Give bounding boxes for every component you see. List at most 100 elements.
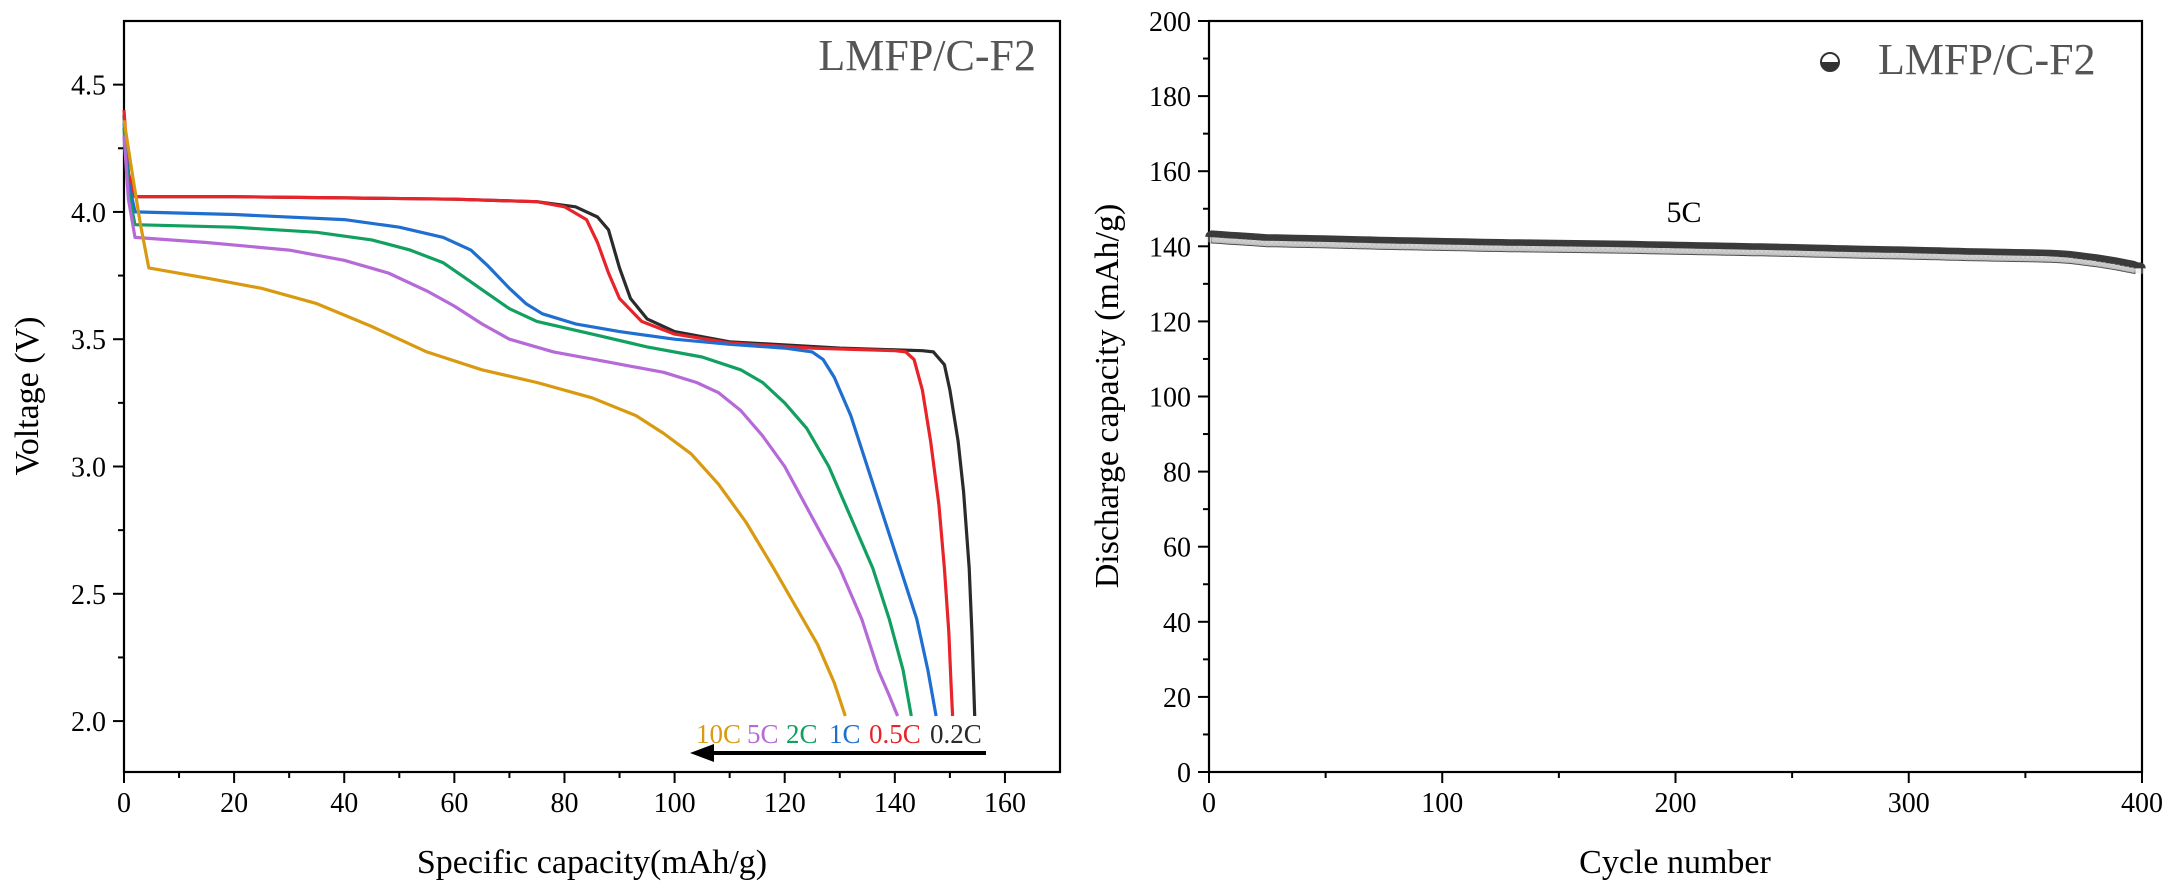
data-point-lower bbox=[1751, 249, 1764, 256]
data-point-lower bbox=[1839, 251, 1852, 258]
data-point-lower bbox=[1625, 247, 1638, 254]
data-point-lower bbox=[1489, 245, 1502, 252]
data-point-lower bbox=[1877, 252, 1890, 259]
data-point-lower bbox=[1331, 242, 1344, 249]
data-point-lower bbox=[1238, 239, 1250, 246]
data-point-lower bbox=[2007, 255, 2020, 262]
data-point-lower bbox=[1559, 246, 1572, 253]
data-point-lower bbox=[1900, 253, 1913, 259]
data-point-lower bbox=[1363, 242, 1376, 249]
data-point-lower bbox=[1956, 254, 1969, 261]
data-point-lower bbox=[1214, 237, 1227, 244]
curve-0.5C bbox=[122, 109, 955, 717]
data-point-lower bbox=[2096, 261, 2109, 268]
data-point-lower bbox=[2115, 264, 2127, 271]
left-x-tick-label: 60 bbox=[440, 788, 468, 819]
data-point-lower bbox=[1224, 238, 1236, 245]
data-point-lower bbox=[1443, 244, 1456, 251]
data-point-lower bbox=[2068, 257, 2081, 264]
data-point-lower bbox=[1256, 240, 1269, 247]
right-y-tick-label: 20 bbox=[1163, 683, 1191, 714]
data-point-lower bbox=[1317, 241, 1330, 248]
data-point-lower bbox=[1905, 253, 1918, 260]
data-point-lower bbox=[1466, 245, 1479, 252]
data-point-lower bbox=[1643, 247, 1656, 254]
data-point-lower bbox=[1690, 248, 1703, 255]
data-point-lower bbox=[1853, 252, 1866, 259]
left-x-tick-label: 100 bbox=[654, 788, 696, 819]
data-point-lower bbox=[1895, 252, 1908, 259]
left-y-tick-label: 3.0 bbox=[71, 453, 106, 484]
data-point-lower bbox=[1984, 255, 1997, 261]
left-y-axis-label: Voltage (V) bbox=[9, 317, 46, 476]
data-point-lower bbox=[1345, 242, 1358, 249]
data-point-lower bbox=[1639, 247, 1652, 254]
data-point-lower bbox=[1368, 243, 1381, 250]
data-point-lower bbox=[2045, 256, 2057, 263]
left-x-tick-label: 80 bbox=[550, 788, 578, 819]
data-point-lower bbox=[1662, 248, 1675, 255]
data-point-lower bbox=[1816, 251, 1829, 258]
data-point-lower bbox=[1937, 254, 1950, 260]
data-point-lower bbox=[1242, 239, 1255, 246]
data-point-lower bbox=[1769, 250, 1782, 257]
left-x-axis-label: Specific capacity(mAh/g) bbox=[417, 844, 767, 881]
data-point-lower bbox=[1737, 249, 1750, 256]
data-point-lower bbox=[2087, 260, 2099, 267]
left-y-tick-label: 2.5 bbox=[71, 580, 106, 611]
data-point-lower bbox=[1312, 241, 1325, 248]
data-point-lower bbox=[1252, 240, 1264, 246]
data-point-lower bbox=[1555, 246, 1568, 253]
data-point-lower bbox=[1774, 250, 1787, 257]
data-point-lower bbox=[1391, 243, 1404, 250]
data-point-lower bbox=[2101, 262, 2113, 269]
data-point-lower bbox=[1517, 245, 1530, 252]
data-point-lower bbox=[1793, 250, 1806, 257]
legend-label: LMFP/C-F2 bbox=[1878, 35, 2096, 84]
data-point-lower bbox=[1405, 243, 1418, 250]
data-point-lower bbox=[2110, 263, 2123, 270]
data-point-lower bbox=[1587, 246, 1600, 253]
right-plot-frame bbox=[1207, 19, 2144, 774]
data-point-lower bbox=[2031, 255, 2043, 262]
data-point-lower bbox=[1629, 247, 1642, 254]
data-point-lower bbox=[1289, 241, 1302, 248]
rate-label-10C: 10C bbox=[696, 719, 741, 749]
data-point-lower bbox=[1872, 252, 1885, 259]
rate-label-0.2C: 0.2C bbox=[930, 719, 982, 749]
data-point-lower bbox=[1219, 237, 1232, 244]
data-point-lower bbox=[1802, 250, 1815, 257]
data-point-lower bbox=[1424, 244, 1437, 251]
data-point-lower bbox=[1270, 240, 1283, 247]
data-point-lower bbox=[2035, 256, 2048, 262]
data-point-lower bbox=[1261, 240, 1274, 247]
data-point-lower bbox=[1797, 250, 1810, 257]
data-point-lower bbox=[1699, 248, 1712, 255]
legend-marker-fill bbox=[1821, 62, 1839, 71]
left-sample-annotation: LMFP/C-F2 bbox=[818, 31, 1036, 80]
data-point-lower bbox=[1336, 242, 1348, 249]
data-point-lower bbox=[1601, 246, 1614, 253]
data-point-lower bbox=[1228, 238, 1241, 245]
data-point-lower bbox=[1373, 243, 1386, 250]
rate-label-2C: 2C bbox=[786, 719, 818, 749]
data-point-lower bbox=[1564, 246, 1577, 253]
data-point-lower bbox=[1583, 246, 1596, 253]
cycling-chart: 0 100 200 300 400 0 20 40 60 80 100 120 140 160 180 200… bbox=[1089, 7, 2163, 881]
data-point-lower bbox=[1807, 251, 1820, 257]
data-point-lower bbox=[1863, 252, 1876, 259]
rate-annotation-5C: 5C bbox=[1666, 196, 1701, 229]
data-point-lower bbox=[1513, 245, 1526, 252]
data-point-lower bbox=[1914, 253, 1927, 260]
data-point-lower bbox=[1419, 244, 1432, 251]
right-y-tick-label: 60 bbox=[1163, 533, 1191, 564]
data-point-lower bbox=[1284, 241, 1297, 248]
right-y-tick-label: 40 bbox=[1163, 608, 1191, 639]
data-point-lower bbox=[2049, 256, 2062, 263]
data-point-lower bbox=[1671, 248, 1684, 255]
data-point-lower bbox=[1592, 246, 1605, 253]
data-point-lower bbox=[2003, 255, 2015, 262]
right-x-tick-label: 100 bbox=[1421, 788, 1463, 819]
rate-legend: 10C 5C 2C 1C 0.5C 0.2C bbox=[690, 719, 986, 762]
curve-5C bbox=[122, 135, 900, 717]
